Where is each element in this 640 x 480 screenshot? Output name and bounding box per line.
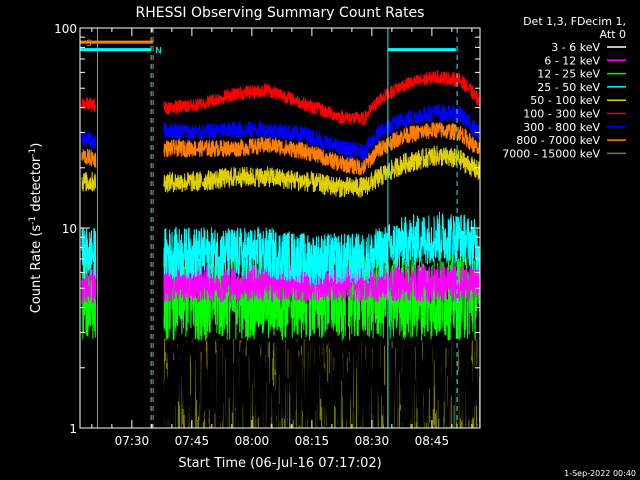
data-layer: [81, 70, 480, 428]
series-trace-300-800keV: [163, 104, 480, 161]
x-tick-label: 07:30: [115, 434, 150, 448]
legend-header-line-1: Det 1,3, FDecim 1,: [523, 15, 626, 28]
y-label-end: ): [29, 143, 44, 148]
y-tick-label: 1: [69, 422, 77, 436]
x-tick-label: 08:45: [415, 434, 450, 448]
legend-label: 6 - 12 keV: [544, 54, 600, 67]
y-label-main: Count Rate (s: [29, 225, 44, 314]
series-trace-25-50keV: [81, 227, 97, 280]
y-label-mid: detector: [29, 156, 44, 216]
series-trace-300-800keV: [81, 130, 97, 150]
legend-label: 7000 - 15000 keV: [502, 147, 600, 160]
legend-label: 12 - 25 keV: [537, 68, 600, 81]
series-trace-50-100keV: [163, 145, 480, 199]
axes: 07:30 07:45 08:00 08:15 08:30 08:45 1 10 100: [54, 22, 480, 448]
legend-label: 25 - 50 keV: [537, 81, 600, 94]
series-trace-100-300keV: [81, 97, 97, 113]
legend-label: 300 - 800 keV: [523, 121, 600, 134]
legend-label: 3 - 6 keV: [551, 41, 600, 54]
series-trace-800-7000keV: [163, 121, 480, 176]
x-tick-label: 08:30: [355, 434, 390, 448]
series-trace-6-12keV: [81, 266, 97, 304]
x-tick-label: 08:00: [235, 434, 270, 448]
x-tick-label: 08:15: [295, 434, 330, 448]
y-tick-label: 10: [62, 222, 77, 236]
series-trace-100-300keV: [163, 70, 480, 126]
series-trace-800-7000keV: [81, 148, 97, 168]
legend-header-line-2: Att 0: [600, 28, 626, 41]
legend-label: 100 - 300 keV: [523, 108, 600, 121]
y-tick-label: 100: [54, 22, 77, 36]
footer-timestamp: 1-Sep-2022 00:40: [564, 469, 636, 478]
series-trace-25-50keV: [163, 211, 480, 285]
state-bar-label-n: N: [155, 47, 162, 57]
y-label-sup-1: -1: [28, 216, 38, 225]
x-axis-label: Start Time (06-Jul-16 07:17:02): [178, 456, 381, 471]
series-trace-50-100keV: [81, 171, 97, 192]
y-label-sup-2: -1: [28, 148, 38, 157]
x-tick-label: 07:45: [175, 434, 210, 448]
legend-label: 800 - 7000 keV: [516, 134, 600, 147]
overlay-layer: SN: [79, 28, 458, 428]
y-axis-label: Count Rate (s-1 detector-1): [28, 143, 44, 314]
chart-title: RHESSI Observing Summary Count Rates: [136, 5, 425, 21]
state-bar-label-s: S: [86, 39, 92, 49]
legend-label: 50 - 100 keV: [530, 94, 600, 107]
